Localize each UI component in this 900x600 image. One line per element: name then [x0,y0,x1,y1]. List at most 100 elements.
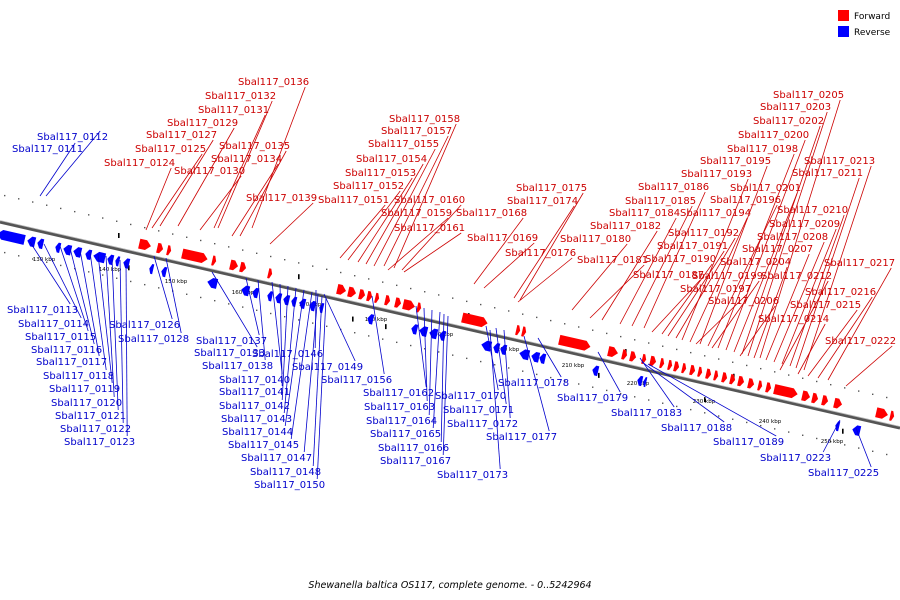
leader-line [89,251,107,371]
scale-tick-label: 200 kbp [497,347,520,353]
leader-line [707,204,778,347]
gene-label-sbal117-0164: Sbal117_0164 [366,416,437,427]
gene-label-sbal117-0170: Sbal117_0170 [435,391,506,402]
reverse-gene-arrow [275,293,283,304]
forward-gene-arrow [641,353,647,365]
gene-label-sbal117-0147: Sbal117_0147 [241,453,312,464]
legend-reverse-swatch [838,26,849,37]
gene-label-sbal117-0153: Sbal117_0153 [345,168,416,179]
forward-gene-arrow [384,295,391,306]
leader-line [245,277,260,336]
leader-line [681,178,749,341]
gene-label-sbal117-0212: Sbal117_0212 [761,271,832,282]
reverse-gene-arrow [319,302,325,314]
leader-line [689,217,748,343]
leader-line [797,323,826,375]
gene-label-sbal117-0185: Sbal117_0185 [625,196,696,207]
reverse-gene-arrow [539,353,547,364]
leader-line [239,150,287,237]
leader-line [519,192,584,301]
forward-gene-arrow [629,351,637,362]
leader-line [45,130,101,197]
gene-label-sbal117-0123: Sbal117_0123 [64,437,135,448]
forward-gene-arrow [515,325,521,336]
gene-label-sbal117-0148: Sbal117_0148 [250,467,321,478]
leader-line [105,255,115,398]
gene-label-sbal117-0206: Sbal117_0206 [708,296,779,307]
reverse-gene-arrow [37,238,45,250]
leader-line [403,232,462,273]
gene-label-sbal117-0131: Sbal117_0131 [198,105,269,116]
leader-line [271,281,283,375]
gene-label-sbal117-0120: Sbal117_0120 [51,398,122,409]
gene-label-sbal117-0159: Sbal117_0159 [381,208,452,219]
forward-gene-arrow [374,292,380,303]
gene-label-sbal117-0118: Sbal117_0118 [43,371,114,382]
forward-gene-arrow [336,284,347,295]
leader-line [597,351,621,393]
reverse-gene-arrow [592,365,600,377]
leader-line [817,296,873,379]
scale-tick-label: 210 kbp [562,363,585,369]
forward-gene-arrow [416,302,422,313]
leader-line [503,329,511,419]
reverse-gene-arrow [283,294,291,306]
leader-line [779,280,829,371]
forward-gene-arrow [156,242,164,254]
gene-label-sbal117-0144: Sbal117_0144 [222,427,293,438]
scale-tick-label: 230 kbp [693,399,716,405]
leader-line [373,148,436,267]
reverse-gene-arrow [123,258,131,269]
leader-line [589,264,645,319]
gene-label-sbal117-0183: Sbal117_0183 [611,408,682,419]
reverse-gene-arrow [637,375,644,387]
forward-gene-arrow [729,374,736,385]
gene-label-sbal117-0138: Sbal117_0138 [202,361,273,372]
leader-line [415,305,427,388]
leader-line [661,263,713,335]
leader-line [822,419,841,453]
gene-label-sbal117-0116: Sbal117_0116 [31,345,102,356]
reverse-gene-arrow [55,242,62,253]
leader-line [323,293,356,362]
gene-label-sbal117-0127: Sbal117_0127 [146,130,217,141]
gene-label-sbal117-0143: Sbal117_0143 [221,414,292,425]
leader-line [387,217,449,271]
forward-gene-arrow [673,361,680,372]
forward-gene-arrow [875,407,888,419]
leader-line [401,204,462,271]
gene-label-sbal117-0184: Sbal117_0184 [609,208,680,219]
leader-line [339,204,386,259]
leader-line [257,279,266,361]
leader-line [711,280,760,349]
reverse-gene-arrow [267,291,274,302]
leader-line [371,295,385,375]
leader-line [807,309,858,377]
gene-label-sbal117-0215: Sbal117_0215 [790,300,861,311]
forward-gene-arrow [402,299,415,311]
reverse-gene-arrow [643,377,648,388]
leader-line [803,165,872,371]
leader-line [513,205,575,299]
gene-label-sbal117-0145: Sbal117_0145 [228,440,299,451]
leader-line [281,285,289,401]
gene-label-sbal117-0152: Sbal117_0152 [333,181,404,192]
forward-gene-arrow [138,238,151,251]
forward-gene-arrow [166,245,172,256]
gene-label-sbal117-0154: Sbal117_0154 [356,154,427,165]
leader-line [284,289,305,427]
gene-label-sbal117-0176: Sbal117_0176 [505,248,576,259]
forward-gene-arrow [649,355,657,367]
forward-gene-arrow [229,259,239,271]
gene-features [0,229,895,437]
gene-label-sbal117-0167: Sbal117_0167 [380,456,451,467]
gene-label-sbal117-0151: Sbal117_0151 [318,195,389,206]
leader-line [383,135,449,267]
reverse-gene-arrow [519,349,531,361]
gene-label-sbal117-0175: Sbal117_0175 [516,183,587,194]
leader-line [231,163,279,237]
reverse-gene-arrow [73,247,83,258]
gene-label-sbal117-0211: Sbal117_0211 [792,168,863,179]
scale-tick-label: 130 kbp [33,257,56,263]
scale-tick-label: 250 kbp [821,439,844,445]
